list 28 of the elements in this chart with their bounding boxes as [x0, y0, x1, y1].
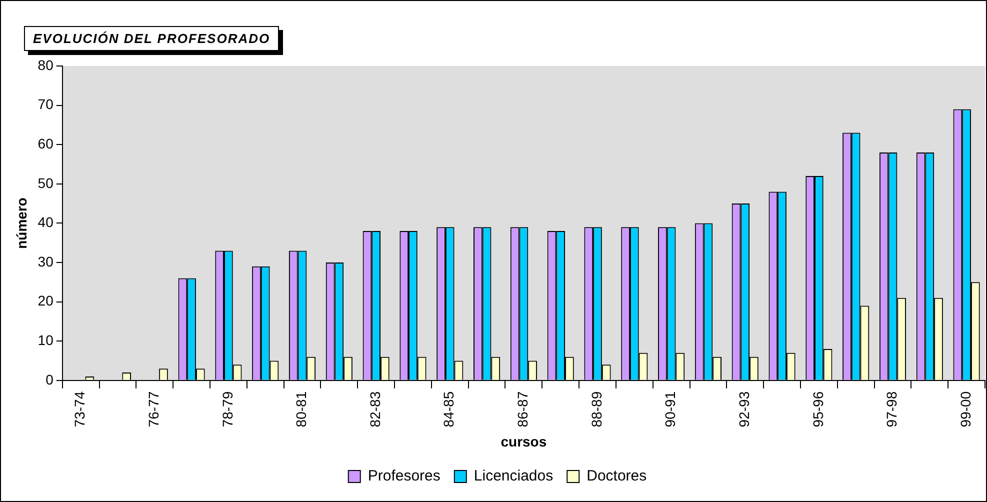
x-axis-title: cursos — [500, 433, 547, 450]
y-tick-label: 20 — [38, 292, 54, 309]
y-tick-label: 70 — [38, 96, 54, 112]
y-tick-label: 40 — [38, 214, 54, 230]
x-tick-label: 99-00 — [957, 391, 974, 428]
legend-label: Doctores — [586, 468, 647, 485]
x-tick-label: 80-81 — [293, 391, 310, 428]
y-axis-title: número — [13, 198, 30, 249]
y-tick-label: 60 — [38, 135, 54, 152]
x-tick-label: 73-74 — [72, 391, 88, 428]
x-tick-label: 92-93 — [736, 391, 752, 428]
y-tick-label: 30 — [38, 253, 54, 270]
legend-label: Profesores — [368, 468, 440, 485]
x-tick-label: 86-87 — [514, 391, 531, 428]
x-tick-label: 88-89 — [588, 391, 604, 428]
x-tick-label: 90-91 — [662, 391, 678, 428]
chart-title: EVOLUCIÓN DEL PROFESORADO — [24, 26, 280, 51]
x-tick-label: 78-79 — [219, 391, 236, 428]
y-tick-label: 50 — [38, 174, 54, 191]
y-tick-label: 80 — [38, 56, 54, 73]
x-tick-label: 84-85 — [440, 391, 457, 428]
x-tick-label: 97-98 — [884, 391, 900, 428]
y-tick-label: 10 — [38, 332, 54, 348]
legend-label: Licenciados — [474, 468, 554, 485]
x-tick-label: 76-77 — [145, 391, 162, 428]
x-tick-label: 95-96 — [810, 391, 826, 428]
x-tick-label: 82-83 — [366, 391, 383, 428]
y-tick-label: 0 — [46, 371, 54, 388]
